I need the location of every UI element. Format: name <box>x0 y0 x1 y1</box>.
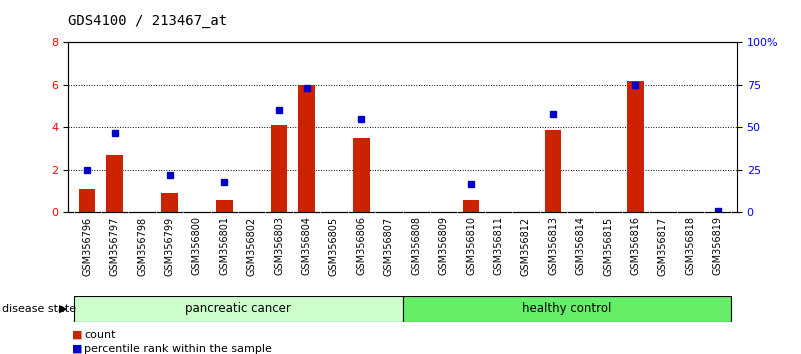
Text: pancreatic cancer: pancreatic cancer <box>185 302 291 315</box>
Text: GSM356812: GSM356812 <box>521 216 531 275</box>
Text: GSM356818: GSM356818 <box>686 216 695 275</box>
Text: GSM356810: GSM356810 <box>466 216 476 275</box>
Text: GSM356815: GSM356815 <box>603 216 613 275</box>
Text: GSM356806: GSM356806 <box>356 216 366 275</box>
Bar <box>463 200 479 212</box>
Text: ▶: ▶ <box>58 304 67 314</box>
Bar <box>545 130 562 212</box>
Bar <box>107 155 123 212</box>
Bar <box>627 81 644 212</box>
Text: GSM356817: GSM356817 <box>658 216 668 275</box>
Text: GSM356799: GSM356799 <box>164 216 175 275</box>
Bar <box>271 125 288 212</box>
Bar <box>403 296 731 322</box>
Text: GSM356796: GSM356796 <box>83 216 92 275</box>
Text: ■: ■ <box>72 344 83 354</box>
Bar <box>74 296 403 322</box>
Text: GSM356805: GSM356805 <box>329 216 339 275</box>
Text: GSM356811: GSM356811 <box>493 216 504 275</box>
Text: healthy control: healthy control <box>522 302 612 315</box>
Text: GDS4100 / 213467_at: GDS4100 / 213467_at <box>68 14 227 28</box>
Bar <box>298 85 315 212</box>
Text: count: count <box>84 330 115 339</box>
Text: GSM356804: GSM356804 <box>301 216 312 275</box>
Text: GSM356807: GSM356807 <box>384 216 394 275</box>
Text: GSM356803: GSM356803 <box>274 216 284 275</box>
Text: GSM356813: GSM356813 <box>548 216 558 275</box>
Text: GSM356798: GSM356798 <box>137 216 147 275</box>
Text: GSM356797: GSM356797 <box>110 216 119 276</box>
Bar <box>353 138 369 212</box>
Text: ■: ■ <box>72 330 83 339</box>
Text: GSM356819: GSM356819 <box>713 216 723 275</box>
Text: GSM356801: GSM356801 <box>219 216 229 275</box>
Text: GSM356808: GSM356808 <box>411 216 421 275</box>
Text: percentile rank within the sample: percentile rank within the sample <box>84 344 272 354</box>
Text: GSM356809: GSM356809 <box>439 216 449 275</box>
Bar <box>79 189 95 212</box>
Text: GSM356816: GSM356816 <box>630 216 641 275</box>
Text: disease state: disease state <box>2 304 76 314</box>
Text: GSM356814: GSM356814 <box>576 216 586 275</box>
Text: GSM356800: GSM356800 <box>192 216 202 275</box>
Text: GSM356802: GSM356802 <box>247 216 257 275</box>
Bar <box>216 200 232 212</box>
Bar <box>161 193 178 212</box>
